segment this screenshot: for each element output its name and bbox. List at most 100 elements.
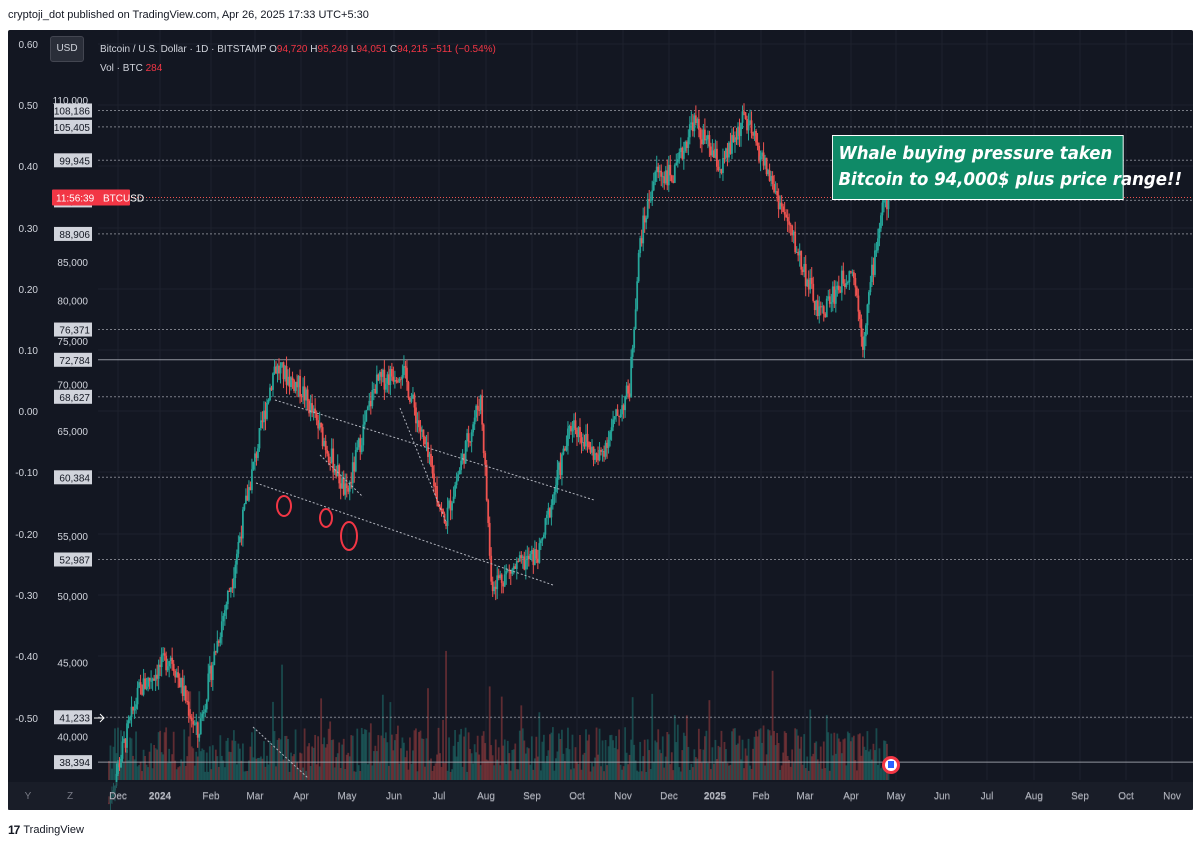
candle-body — [685, 141, 688, 148]
price-tick-label: 65,000 — [57, 427, 88, 438]
price-chart[interactable]: 0.60 0.50 0.40 0.30 0.20 0.10 0.00 -0.10 -0.20 -0… — [8, 30, 1193, 810]
left-axis: 0.60 0.50 0.40 0.30 0.20 0.10 0.00 -0.10 -0.20 -0… — [15, 40, 38, 725]
candle-body — [396, 381, 399, 383]
candle-body — [201, 713, 204, 719]
candle-body — [740, 122, 742, 137]
axis-control-z[interactable]: Z — [67, 791, 73, 802]
candle-body — [497, 575, 500, 579]
candle-body — [694, 115, 697, 124]
time-tick-label: Nov — [614, 791, 632, 802]
volume-bar — [171, 754, 174, 780]
level-label: 41,233 — [59, 713, 90, 724]
candle-body — [598, 449, 601, 461]
volume-bar — [278, 738, 280, 780]
volume-bar — [219, 735, 222, 780]
volume-bar — [794, 728, 797, 780]
annotation-callout[interactable]: Whale buying pressure taken Bitcoin to 9… — [832, 135, 1182, 200]
candle-body — [351, 462, 354, 484]
candle-body — [696, 118, 699, 124]
volume-bar — [556, 751, 559, 780]
candle-body — [771, 175, 774, 184]
candle-body — [789, 224, 792, 226]
price-tick-label: 75,000 — [57, 337, 88, 348]
candle-body — [424, 436, 426, 445]
volume-bar — [443, 762, 446, 780]
volume-bar — [798, 748, 801, 780]
current-price-tag-box[interactable] — [52, 189, 130, 206]
volume-bar — [412, 750, 414, 780]
volume-bar — [679, 771, 682, 780]
volume-bar — [852, 735, 855, 780]
time-axis: Dec 2024 Feb Mar Apr May Jun Jul Aug Sep Oct Nov Dec… — [8, 782, 1193, 810]
candle-body — [661, 176, 664, 178]
candle-body — [601, 450, 604, 452]
candle-body — [508, 569, 511, 571]
volume-bar — [481, 735, 484, 780]
candle-body — [464, 440, 467, 464]
volume-bar — [806, 756, 809, 780]
candle-body — [332, 448, 335, 473]
volume-bar — [544, 762, 547, 780]
candle-body — [260, 420, 262, 429]
candle-body — [675, 162, 678, 166]
symbol-label[interactable]: Bitcoin / U.S. Dollar · 1D · BITSTAMP — [100, 44, 267, 55]
candle-body — [747, 123, 750, 131]
candle-body — [734, 137, 736, 143]
candle-body — [750, 120, 753, 134]
axis-control-y[interactable]: Y — [25, 791, 32, 802]
volume-bar — [109, 745, 112, 780]
level-label-box — [54, 389, 92, 404]
candle-body — [142, 678, 145, 695]
candle-body — [565, 445, 568, 451]
volume-bar — [865, 750, 867, 780]
volume-bar — [842, 739, 845, 780]
volume-bar — [362, 734, 365, 780]
candle-body — [421, 429, 423, 432]
volume-bar — [773, 731, 776, 780]
candle-body — [496, 575, 499, 590]
volume-bar — [597, 754, 599, 780]
candle-body — [816, 300, 819, 317]
candle-body — [597, 454, 599, 461]
volume-bar — [831, 755, 834, 780]
candle-body — [836, 285, 839, 290]
candle-body — [401, 374, 404, 379]
volume-bar — [580, 769, 583, 780]
volume-bar — [551, 727, 554, 780]
candle-body — [300, 396, 303, 398]
candle-body — [184, 686, 187, 701]
candle-body — [261, 420, 264, 423]
volume-label[interactable]: Vol · BTC — [100, 63, 143, 74]
volume-bar — [260, 756, 262, 780]
volume-bar — [406, 750, 408, 780]
currency-button[interactable]: USD — [50, 36, 84, 62]
candle-body — [255, 453, 258, 458]
candle-body — [339, 483, 342, 489]
volume-bar — [220, 755, 223, 780]
callout-line-1: Whale buying pressure taken — [838, 143, 1113, 164]
time-tick-label: Dec — [109, 791, 127, 802]
volume-bar — [192, 748, 195, 780]
volume-bar — [875, 728, 878, 780]
candle-body — [663, 176, 666, 184]
volume-bar — [123, 761, 125, 780]
candle-body — [758, 145, 760, 162]
volume-bar — [457, 741, 459, 780]
volume-bar — [630, 739, 633, 780]
candle-body — [168, 661, 171, 667]
volume-bar — [627, 764, 630, 780]
volume-bar — [815, 741, 818, 780]
volume-bar — [667, 734, 670, 780]
candle-body — [366, 406, 369, 411]
volume-bar — [833, 732, 836, 780]
volume-bar — [770, 735, 772, 780]
volume-bar — [574, 747, 577, 780]
volume-bar — [722, 761, 724, 780]
volume-bar — [676, 724, 679, 780]
volume-bar — [333, 767, 336, 780]
volume-bar — [728, 765, 730, 780]
candle-body — [437, 501, 440, 507]
volume-bar — [843, 738, 846, 780]
candle-body — [475, 405, 478, 418]
candle-body — [448, 500, 450, 508]
